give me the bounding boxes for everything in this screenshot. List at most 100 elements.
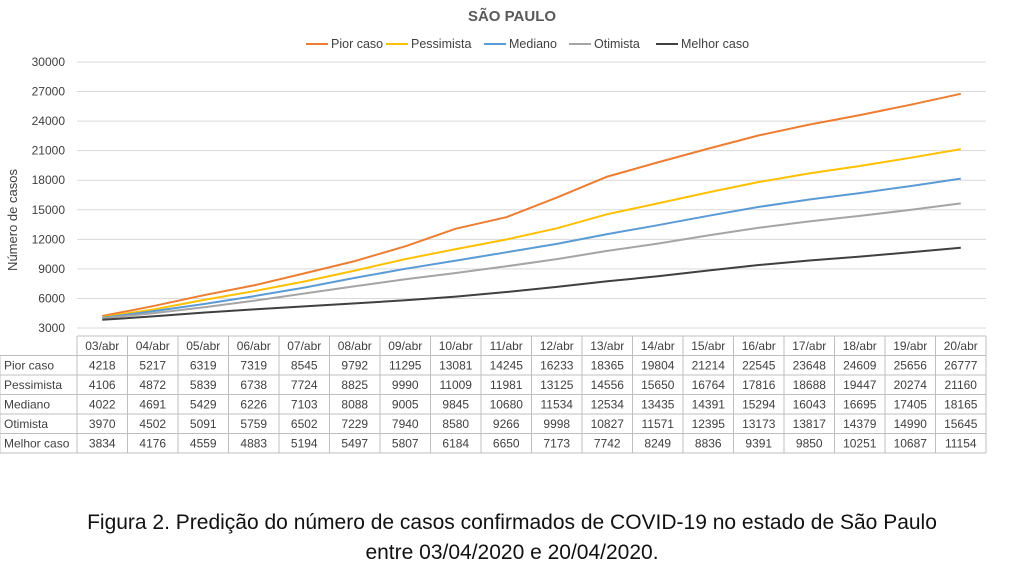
table-cell: 4218 [89, 359, 116, 373]
data-point [556, 258, 558, 260]
data-point [606, 213, 608, 215]
data-point [758, 264, 760, 266]
data-point [253, 300, 255, 302]
data-point [606, 233, 608, 235]
table-cell: 14556 [591, 378, 625, 392]
table-cell: 4559 [190, 437, 217, 451]
data-point [253, 290, 255, 292]
table-cell: 3970 [89, 417, 116, 431]
data-point [404, 245, 406, 247]
data-point [253, 284, 255, 286]
table-cell: 21214 [692, 359, 726, 373]
table-cell: 12395 [692, 417, 726, 431]
data-point [202, 311, 204, 313]
data-point [606, 250, 608, 252]
table-cell: 8580 [442, 417, 469, 431]
data-point [202, 306, 204, 308]
table-cell: 5759 [240, 417, 267, 431]
data-point [606, 175, 608, 177]
data-point [303, 286, 305, 288]
y-tick-label: 30000 [32, 55, 66, 69]
x-tick-label: 05/abr [186, 339, 220, 353]
table-cell: 15294 [742, 398, 776, 412]
table-cell: 22545 [742, 359, 776, 373]
table-cell: 6650 [493, 437, 520, 451]
table-cell: 4691 [139, 398, 166, 412]
data-point [758, 206, 760, 208]
table-cell: 9266 [493, 417, 520, 431]
y-tick-label: 9000 [38, 262, 65, 276]
data-point [202, 294, 204, 296]
table-cell: 23648 [793, 359, 827, 373]
table-cell: 12534 [591, 398, 625, 412]
data-point [354, 269, 356, 271]
data-point [556, 286, 558, 288]
table-cell: 8825 [341, 378, 368, 392]
table-cell: 13435 [641, 398, 675, 412]
table-cell: 7229 [341, 417, 368, 431]
data-point [455, 272, 457, 274]
legend-label: Otimista [594, 37, 640, 51]
data-point [707, 191, 709, 193]
x-tick-label: 03/abr [85, 339, 119, 353]
table-cell: 9998 [543, 417, 570, 431]
table-cell: 9792 [341, 359, 368, 373]
table-cell: 18688 [793, 378, 827, 392]
x-tick-label: 11/abr [490, 339, 523, 353]
data-point [455, 248, 457, 250]
table-cell: 4502 [139, 417, 166, 431]
table-cell: 15650 [641, 378, 675, 392]
x-tick-label: 06/abr [237, 339, 271, 353]
table-cell: 6226 [240, 398, 267, 412]
data-point [909, 104, 911, 106]
data-point [455, 295, 457, 297]
x-tick-label: 08/abr [338, 339, 372, 353]
x-tick-label: 07/abr [287, 339, 321, 353]
data-point [303, 272, 305, 274]
y-tick-label: 12000 [32, 232, 66, 246]
data-point [202, 303, 204, 305]
table-cell: 7742 [594, 437, 621, 451]
data-point [960, 148, 962, 150]
legend-label: Melhor caso [681, 37, 749, 51]
data-point [758, 181, 760, 183]
y-tick-label: 3000 [38, 321, 65, 335]
data-point [152, 312, 154, 314]
table-cell: 9850 [796, 437, 823, 451]
table-cell: 13081 [439, 359, 473, 373]
table-cell: 11534 [541, 398, 574, 412]
table-row-label: Pessimista [4, 378, 62, 392]
data-point [909, 157, 911, 159]
y-tick-label: 27000 [32, 85, 66, 99]
table-cell: 19804 [641, 359, 675, 373]
table-row-label: Mediano [4, 398, 50, 412]
data-point [960, 93, 962, 95]
data-point [404, 278, 406, 280]
table-cell: 4872 [139, 378, 166, 392]
table-cell: 11981 [490, 378, 523, 392]
series-line-0 [102, 92, 962, 317]
data-point [657, 161, 659, 163]
table-row-label: Melhor caso [4, 437, 70, 451]
x-tick-label: 15/abr [691, 339, 725, 353]
chart-title: SÃO PAULO [468, 7, 556, 25]
table-cell: 6319 [190, 359, 217, 373]
data-point [707, 147, 709, 149]
data-point [505, 216, 507, 218]
table-cell: 3834 [89, 437, 116, 451]
data-point [303, 292, 305, 294]
data-point [909, 185, 911, 187]
x-tick-label: 13/abr [590, 339, 624, 353]
x-tick-label: 12/abr [540, 339, 574, 353]
table-cell: 20274 [894, 378, 928, 392]
table-cell: 8249 [644, 437, 671, 451]
table-cell: 11009 [440, 378, 473, 392]
caption-line-2: entre 03/04/2020 e 20/04/2020. [365, 541, 659, 564]
data-point [909, 209, 911, 211]
data-point [455, 228, 457, 230]
table-cell: 9005 [392, 398, 419, 412]
legend-label: Pior caso [331, 37, 383, 51]
x-tick-label: 20/abr [944, 339, 978, 353]
series-line-4 [102, 246, 961, 321]
